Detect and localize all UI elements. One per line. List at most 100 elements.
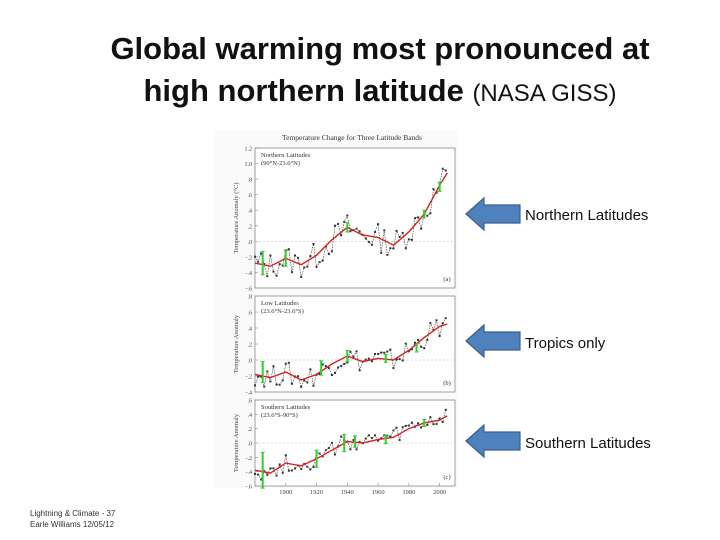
annual-point bbox=[429, 416, 432, 419]
annual-point bbox=[284, 454, 287, 457]
annual-point bbox=[441, 322, 444, 325]
annual-point bbox=[266, 370, 269, 373]
y-axis-label: Temperature Anomaly bbox=[233, 314, 240, 373]
annual-point bbox=[386, 253, 389, 256]
annual-point bbox=[318, 452, 321, 455]
panel-letter: (a) bbox=[443, 276, 450, 283]
annual-point bbox=[257, 473, 260, 476]
annual-point bbox=[284, 362, 287, 365]
annual-point bbox=[318, 261, 321, 264]
annual-point bbox=[294, 467, 296, 470]
annual-point bbox=[278, 383, 281, 386]
annual-point bbox=[364, 237, 367, 240]
annual-point bbox=[398, 235, 401, 238]
y-tick-label: .0 bbox=[248, 359, 253, 365]
annual-point bbox=[426, 339, 429, 342]
annual-point bbox=[367, 240, 370, 243]
annual-point bbox=[272, 365, 275, 368]
panel-name: Southern Latitudes bbox=[261, 404, 311, 411]
annual-point bbox=[401, 231, 404, 234]
arrow-label-southern: Southern Latitudes bbox=[525, 435, 651, 452]
annual-point bbox=[355, 448, 358, 451]
panel-1: 1.2 1.0 .8 .6 .4 .2 .0 -.2 -.4 -.6 Temperature Ano… bbox=[233, 147, 456, 293]
annual-point bbox=[297, 375, 300, 378]
annual-point bbox=[260, 252, 263, 255]
annual-point bbox=[404, 342, 407, 345]
annual-point bbox=[389, 247, 392, 250]
annual-point bbox=[321, 259, 324, 262]
annual-point bbox=[300, 467, 303, 470]
annual-point bbox=[377, 223, 380, 226]
annual-point bbox=[306, 381, 309, 384]
annual-point bbox=[441, 167, 444, 170]
annual-point bbox=[398, 439, 401, 442]
annual-point bbox=[346, 214, 349, 217]
annual-point bbox=[407, 424, 410, 427]
annual-point bbox=[309, 368, 312, 371]
annual-point bbox=[300, 275, 303, 278]
annual-point bbox=[309, 468, 312, 471]
annual-point bbox=[432, 188, 435, 191]
annual-point bbox=[380, 251, 383, 254]
annual-point bbox=[444, 408, 447, 411]
annual-point bbox=[334, 224, 336, 227]
x-tick-label: 1940 bbox=[341, 489, 354, 496]
annual-point bbox=[432, 423, 435, 426]
annual-point bbox=[367, 357, 370, 360]
annual-point bbox=[352, 355, 355, 358]
annual-point bbox=[281, 379, 284, 382]
annual-point bbox=[337, 366, 340, 369]
y-tick-label: -.4 bbox=[246, 271, 253, 277]
annual-point bbox=[327, 447, 330, 450]
title-line-2-main: high northern latitude bbox=[143, 73, 464, 108]
annual-point bbox=[392, 429, 395, 432]
annual-point bbox=[435, 191, 438, 194]
y-axis-label: Temperature Anomaly bbox=[233, 413, 240, 472]
annual-point bbox=[426, 214, 429, 217]
arrow-left-icon bbox=[465, 423, 521, 459]
annual-point bbox=[364, 358, 367, 361]
title-source: (NASA GISS) bbox=[472, 80, 617, 107]
y-tick-label: .0 bbox=[248, 442, 253, 448]
annual-point bbox=[330, 441, 333, 444]
annual-point bbox=[358, 440, 361, 443]
annual-point bbox=[355, 350, 358, 353]
panel-subtitle: (90°N-23.6°N) bbox=[261, 160, 300, 167]
annual-point bbox=[370, 360, 373, 363]
arrows-layer bbox=[465, 196, 521, 459]
panel-name: Low Latitudes bbox=[261, 300, 299, 307]
annual-point bbox=[266, 275, 269, 278]
annual-point bbox=[266, 473, 269, 476]
y-tick-label: .6 bbox=[248, 399, 253, 405]
arrow-label-tropics: Tropics only bbox=[525, 335, 606, 352]
annual-point bbox=[340, 435, 343, 438]
annual-point bbox=[435, 319, 438, 322]
annual-point bbox=[257, 260, 260, 263]
panels-layer: 1.2 1.0 .8 .6 .4 .2 .0 -.2 -.4 -.6 Temperature Ano… bbox=[233, 147, 456, 491]
annual-point bbox=[263, 263, 266, 266]
y-tick-label: 1.0 bbox=[245, 162, 253, 168]
annual-point bbox=[414, 341, 416, 344]
y-tick-label: .4 bbox=[248, 413, 253, 419]
x-tick-label: 2000 bbox=[433, 489, 446, 496]
annual-point bbox=[407, 238, 410, 241]
y-tick-label: -.6 bbox=[246, 485, 253, 491]
annual-point bbox=[269, 380, 272, 383]
annual-point bbox=[352, 438, 355, 441]
annual-point bbox=[312, 242, 315, 245]
annual-point bbox=[309, 255, 312, 258]
annual-point bbox=[395, 229, 398, 232]
y-tick-label: -.2 bbox=[246, 375, 253, 381]
y-tick-label: .8 bbox=[248, 295, 253, 301]
annual-point bbox=[444, 169, 447, 172]
annual-point bbox=[389, 348, 392, 351]
title-line-1: Global warming most pronounced at bbox=[110, 31, 650, 66]
annual-point bbox=[290, 382, 293, 385]
annual-point bbox=[275, 474, 278, 477]
annual-point bbox=[281, 471, 284, 474]
annual-point bbox=[410, 348, 413, 351]
annual-point bbox=[380, 351, 383, 354]
annual-point bbox=[300, 385, 303, 388]
annual-point bbox=[254, 472, 256, 475]
